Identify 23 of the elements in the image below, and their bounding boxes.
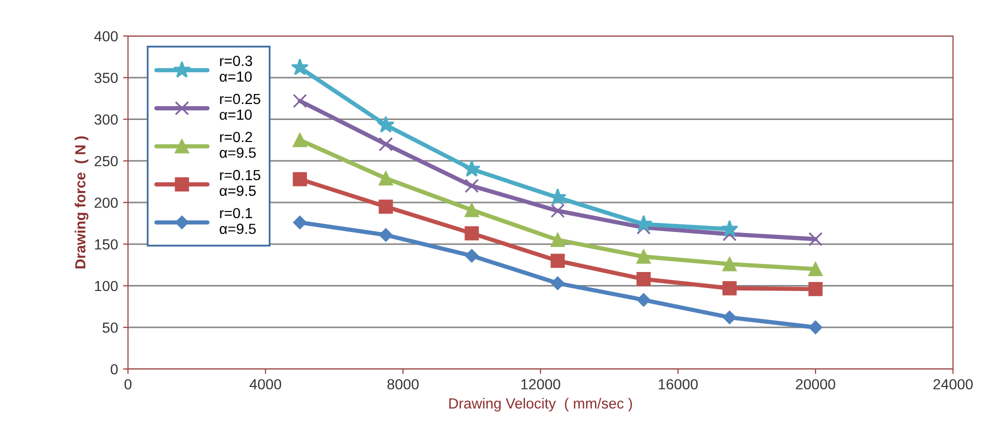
y-tick-label: 300 xyxy=(94,114,118,125)
x-axis-title: Drawing Velocity ( mm/sec ) xyxy=(449,398,632,412)
y-axis-title: Drawing force ( N ) xyxy=(74,136,88,268)
legend-label: r=0.15 α=9.5 xyxy=(220,170,260,196)
y-tick-label: 250 xyxy=(94,156,118,166)
y-tick-label: 50 xyxy=(102,322,118,333)
y-tick-label: 100 xyxy=(95,280,118,292)
x-tick-label: 16000 xyxy=(658,379,698,390)
y-tick-label: 350 xyxy=(94,72,118,84)
y-tick-label: 200 xyxy=(94,198,118,208)
x-tick-label: 4000 xyxy=(250,379,282,390)
legend-label: r=0.1 α=9.5 xyxy=(220,208,256,234)
legend-label: r=0.25 α=10 xyxy=(220,94,260,120)
x-tick-label: 0 xyxy=(124,379,132,390)
y-tick-label: 150 xyxy=(95,239,118,250)
legend-label: r=0.3 α=10 xyxy=(220,56,252,82)
x-tick-label: 8000 xyxy=(387,379,419,390)
legend-label: r=0.2 α=9.5 xyxy=(220,132,256,158)
x-tick-label: 12000 xyxy=(521,379,560,390)
y-tick-label: 400 xyxy=(94,31,118,42)
y-tick-label: 0 xyxy=(110,364,118,374)
x-tick-label: 24000 xyxy=(933,379,973,390)
x-tick-label: 20000 xyxy=(796,379,836,390)
